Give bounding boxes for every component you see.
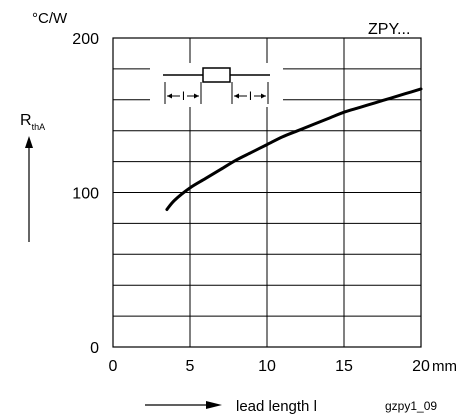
y-tick-label: 0 [90, 340, 99, 357]
y-axis-label: RthA [20, 112, 45, 132]
plot-frame [112, 37, 422, 348]
x-tick-label: 15 [335, 358, 353, 375]
y-tick-labels: 0 100 200 [72, 31, 99, 357]
x-tick-label: 5 [186, 358, 195, 375]
y-axis-label-main: R [20, 112, 32, 129]
series-line [165, 87, 423, 211]
inset-left-label: l [182, 89, 185, 103]
x-tick-label: 10 [258, 358, 276, 375]
inset-left-arrowhead-b [194, 93, 199, 99]
x-axis-arrow-head [206, 401, 222, 409]
inset-right-label: l [249, 89, 252, 103]
inset-right-arrowhead-b [261, 93, 266, 99]
lead-length-inset: l l [150, 63, 283, 107]
y-axis-arrow-head [25, 136, 33, 148]
figure-id: gzpy1_09 [385, 399, 437, 413]
x-tick-label: 0 [109, 358, 118, 375]
x-axis-label: lead length l [236, 398, 317, 415]
y-tick-label: 200 [72, 31, 99, 48]
x-unit: mm [432, 358, 456, 375]
inset-right-arrowhead-a [234, 93, 239, 99]
y-unit: °C/W [32, 10, 68, 27]
inset-left-arrowhead-a [167, 93, 172, 99]
x-tick-label: 20 [412, 358, 430, 375]
y-axis-label-subscript: thA [32, 122, 46, 132]
inset-resistor-body [202, 67, 231, 83]
y-tick-label: 100 [72, 186, 99, 203]
x-tick-labels: 0 5 10 15 20 [109, 358, 430, 375]
chart-title: ZPY... [368, 21, 410, 38]
